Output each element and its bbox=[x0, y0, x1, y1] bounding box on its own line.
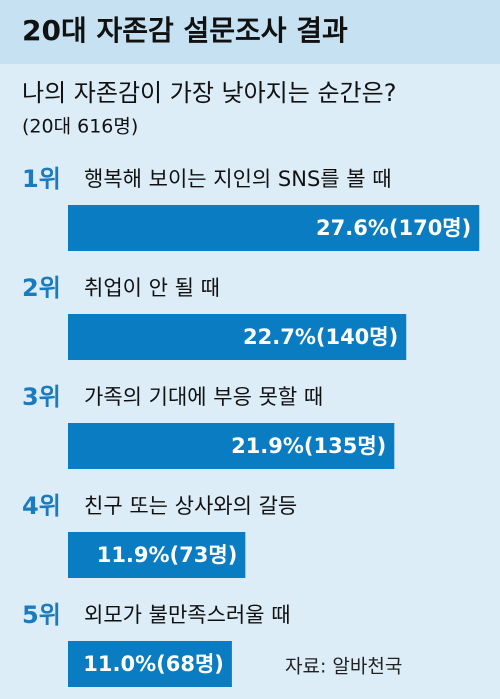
value-label: 11.9%(73명) bbox=[97, 543, 238, 567]
value-label: 27.6%(170명) bbox=[316, 216, 471, 240]
title-band bbox=[0, 0, 500, 64]
subtitle: 나의 자존감이 가장 낮아지는 순간은? bbox=[22, 79, 396, 107]
rank-label: 1위 bbox=[22, 165, 61, 193]
value-label: 21.9%(135명) bbox=[231, 434, 386, 458]
category-label: 행복해 보이는 지인의 SNS를 볼 때 bbox=[84, 167, 392, 191]
category-label: 취업이 안 될 때 bbox=[84, 276, 220, 300]
bar bbox=[68, 423, 395, 469]
rank-label: 3위 bbox=[22, 383, 61, 411]
category-label: 외모가 불만족스러울 때 bbox=[84, 603, 291, 627]
bar bbox=[68, 641, 232, 687]
chart-title: 20대 자존감 설문조사 결과 bbox=[22, 14, 348, 47]
bar bbox=[68, 205, 480, 251]
bar bbox=[68, 532, 246, 578]
category-label: 친구 또는 상사와의 갈등 bbox=[84, 494, 297, 518]
note: (20대 616명) bbox=[22, 116, 138, 138]
rank-label: 2위 bbox=[22, 274, 61, 302]
rank-label: 5위 bbox=[22, 601, 61, 629]
value-label: 11.0%(68명) bbox=[83, 652, 224, 676]
category-label: 가족의 기대에 부응 못할 때 bbox=[84, 385, 323, 409]
bar bbox=[68, 314, 407, 360]
value-label: 22.7%(140명) bbox=[243, 325, 398, 349]
source: 자료: 알바천국 bbox=[285, 656, 402, 678]
rank-label: 4위 bbox=[22, 492, 61, 520]
